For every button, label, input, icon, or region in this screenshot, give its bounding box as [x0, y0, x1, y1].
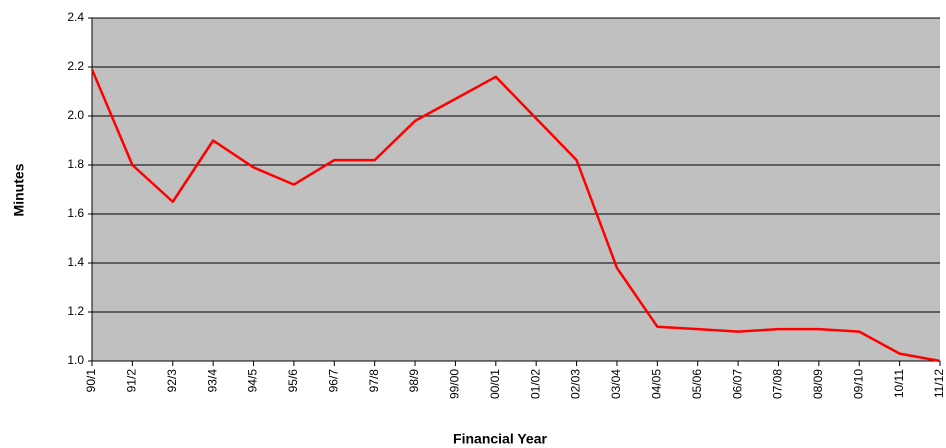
x-tick-label: 00/01 — [488, 369, 502, 399]
x-tick-label: 95/6 — [286, 369, 300, 393]
y-tick-label: 2.2 — [67, 59, 84, 73]
y-tick-label: 1.2 — [67, 304, 84, 318]
data-line — [90, 68, 941, 363]
x-tick-label: 91/2 — [125, 369, 139, 393]
x-tick-label: 93/4 — [205, 369, 219, 393]
x-tick-label: 04/05 — [650, 369, 664, 399]
x-tick-label: 98/9 — [407, 369, 421, 393]
y-tick-label: 1.8 — [67, 157, 84, 171]
x-tick-label: 02/03 — [569, 369, 583, 399]
x-axis-title: Financial Year — [453, 431, 547, 447]
x-tick-label: 99/00 — [448, 369, 462, 399]
x-tick-label: 10/11 — [892, 369, 906, 398]
x-tick-label: 06/07 — [730, 369, 744, 399]
y-tick-label: 1.0 — [67, 353, 84, 367]
y-tick-label: 1.6 — [67, 206, 84, 220]
x-tick-label: 09/10 — [851, 369, 865, 399]
x-tick-label: 94/5 — [246, 369, 260, 393]
x-tick-label: 05/06 — [690, 369, 704, 399]
x-tick-label: 03/04 — [609, 369, 623, 399]
x-tick-label: 96/7 — [326, 369, 340, 393]
x-tick-label: 08/09 — [811, 369, 825, 399]
x-tick-label: 92/3 — [165, 369, 179, 393]
y-axis-title: Minutes — [11, 163, 27, 216]
plot-area — [92, 18, 940, 361]
x-tick-label: 07/08 — [771, 369, 785, 399]
x-tick-label: 97/8 — [367, 369, 381, 393]
y-tick-label: 2.4 — [67, 10, 84, 24]
x-tick-label: 11/12 — [932, 369, 946, 398]
y-tick-label: 2.0 — [67, 108, 84, 122]
x-tick-label: 01/02 — [528, 369, 542, 399]
y-tick-label: 1.4 — [67, 255, 84, 269]
x-tick-label: 90/1 — [84, 369, 98, 393]
